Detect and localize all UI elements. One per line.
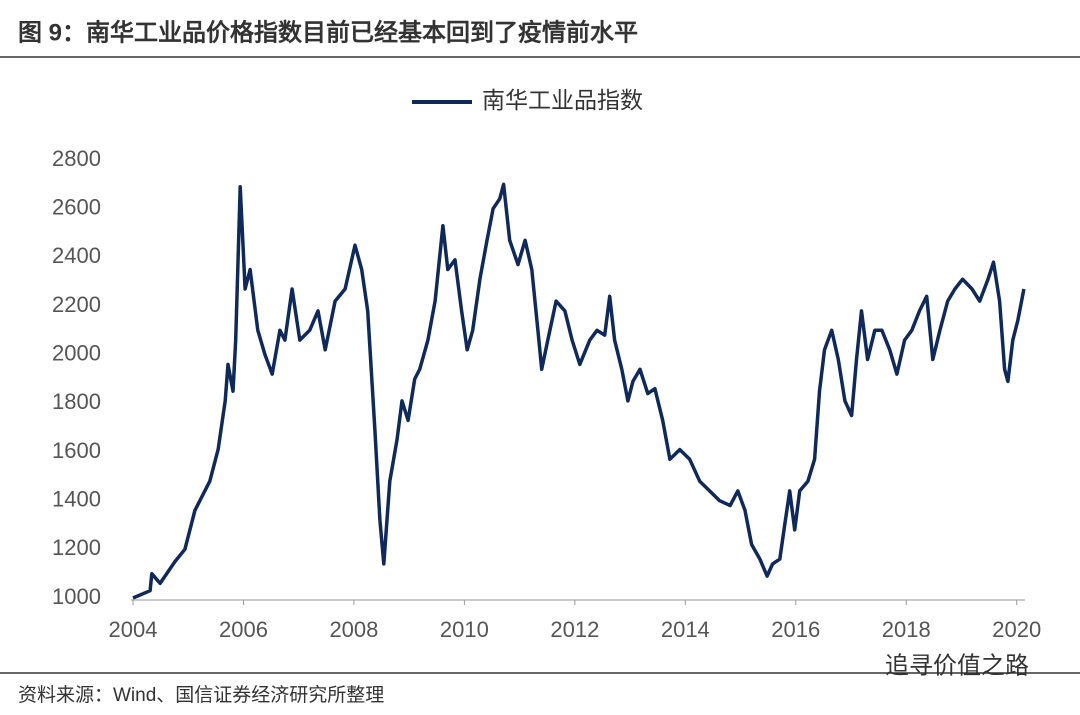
x-tick-label: 2008 — [329, 617, 378, 642]
x-tick-label: 2006 — [219, 617, 268, 642]
watermark: 追寻价值之路 — [885, 652, 1029, 679]
x-tick-label: 2004 — [109, 617, 158, 642]
chart-title: 图 9：南华工业品价格指数目前已经基本回到了疫情前水平 — [18, 18, 638, 46]
y-tick-label: 1200 — [52, 535, 101, 560]
y-tick-label: 2200 — [52, 292, 101, 317]
y-tick-label: 1800 — [52, 389, 101, 414]
legend-label: 南华工业品指数 — [482, 87, 643, 113]
y-tick-label: 1600 — [52, 438, 101, 463]
line-series — [132, 182, 1026, 600]
x-tick-label: 2020 — [992, 617, 1041, 642]
source-note: 资料来源：Wind、国信证券经济研究所整理 — [18, 684, 384, 706]
y-tick-label: 2600 — [52, 194, 101, 219]
x-tick-label: 2010 — [440, 617, 489, 642]
y-tick-label: 2000 — [52, 340, 101, 365]
x-tick-label: 2016 — [771, 617, 820, 642]
y-tick-label: 2800 — [52, 146, 101, 171]
x-tick-label: 2014 — [661, 617, 710, 642]
y-tick-label: 1400 — [52, 486, 101, 511]
x-tick-label: 2018 — [882, 617, 931, 642]
y-tick-label: 2400 — [52, 243, 101, 268]
y-tick-label: 1000 — [52, 584, 101, 609]
x-tick-label: 2012 — [550, 617, 599, 642]
